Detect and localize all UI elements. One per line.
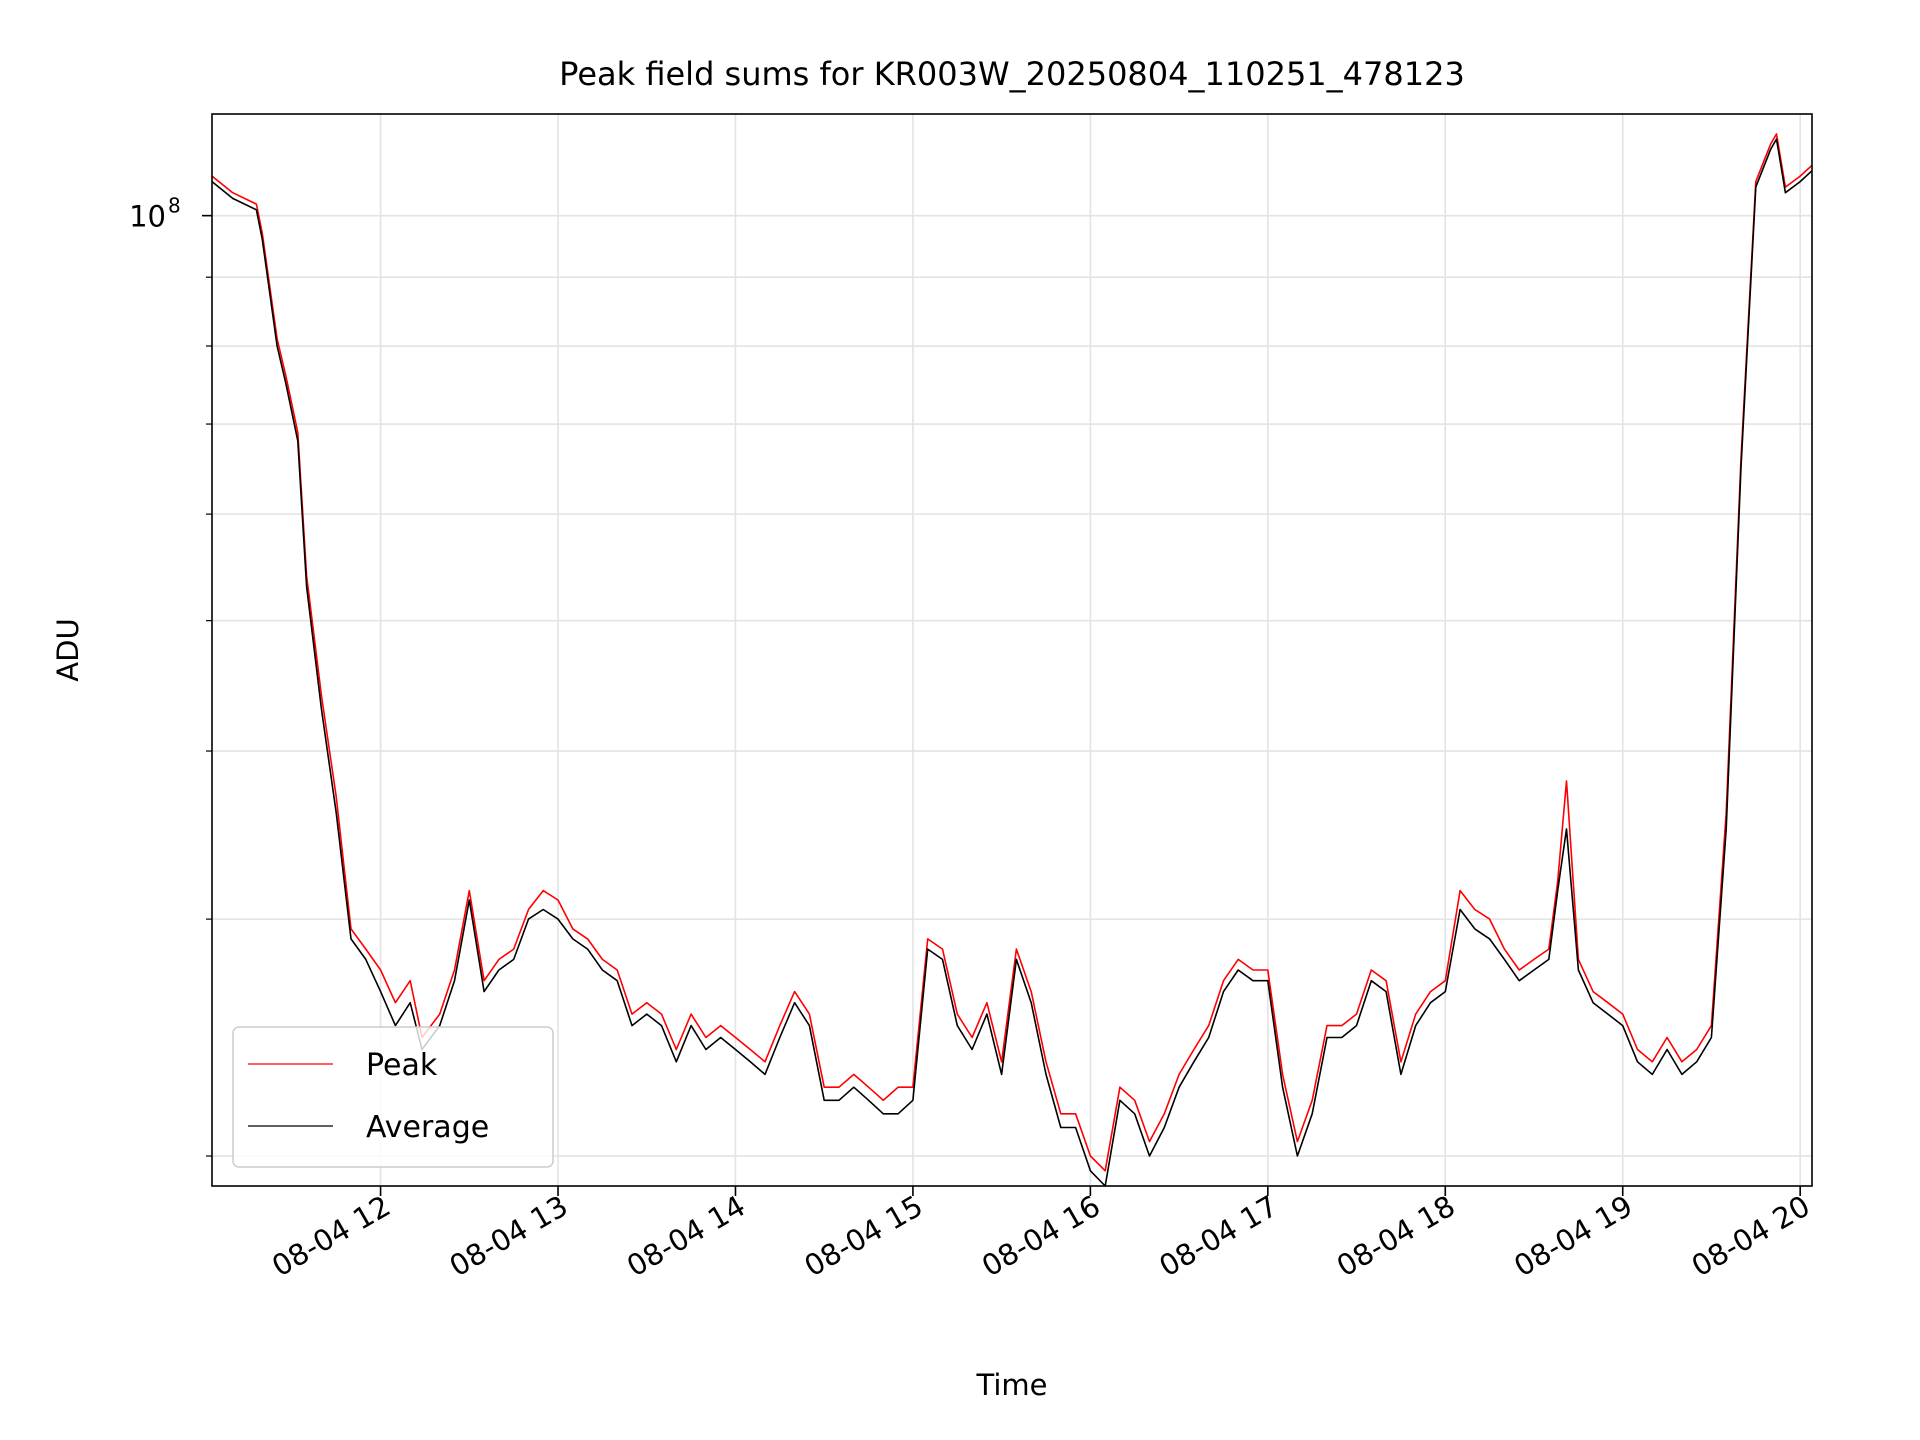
grid [212,114,1812,1186]
legend-label-average: Average [366,1110,489,1145]
series-line-peak [211,133,1813,1172]
x-axis-label: Time [976,1368,1048,1402]
y-tick-label-base: 10 [129,200,166,234]
series-layer [211,133,1813,1187]
legend: Peak Average [232,1026,554,1168]
legend-box [232,1026,554,1168]
chart-title: Peak field sums for KR003W_20250804_1102… [559,55,1465,93]
y-axis-label: ADU [51,618,85,681]
legend-label-peak: Peak [366,1048,438,1083]
series-line-average [211,138,1813,1187]
plot-frame [211,113,1813,1187]
y-tick-label-exponent: 8 [168,194,181,218]
